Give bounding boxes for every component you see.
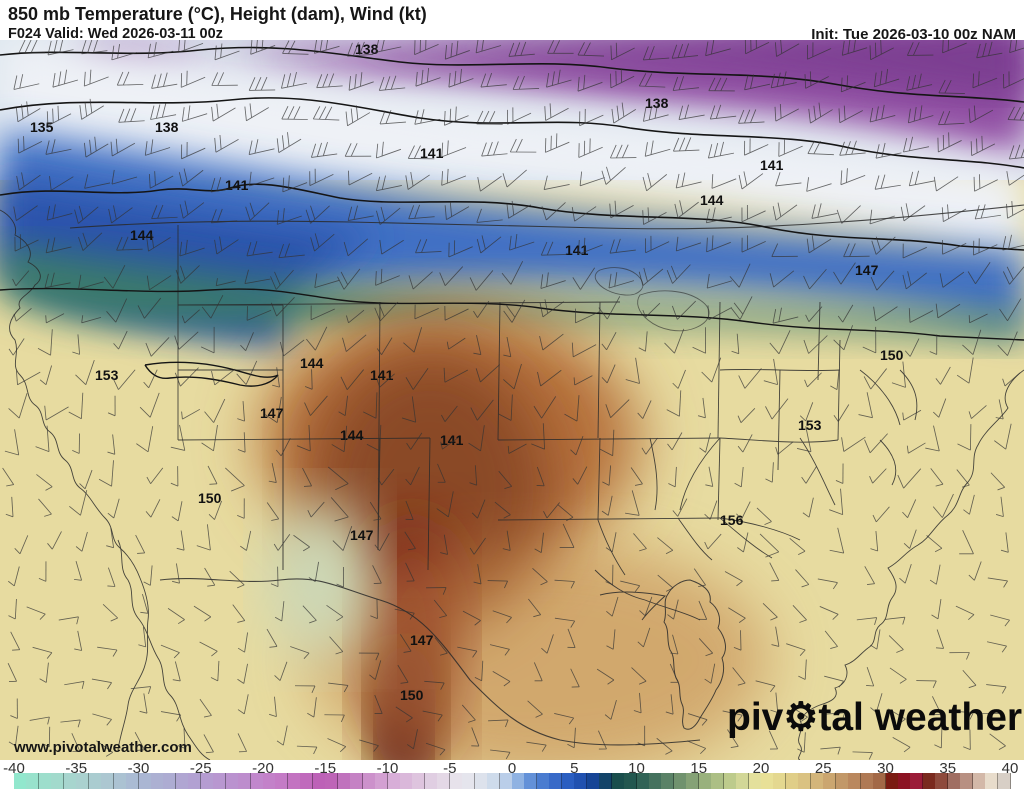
svg-text:153: 153 (95, 367, 119, 383)
svg-text:141: 141 (370, 367, 394, 383)
svg-text:141: 141 (565, 242, 589, 258)
svg-text:144: 144 (300, 355, 324, 371)
svg-text:135: 135 (30, 119, 54, 135)
svg-text:141: 141 (760, 157, 784, 173)
svg-text:150: 150 (400, 687, 424, 703)
svg-text:138: 138 (155, 119, 179, 135)
svg-text:147: 147 (350, 527, 374, 543)
svg-text:144: 144 (340, 427, 364, 443)
svg-text:150: 150 (198, 490, 222, 506)
svg-text:141: 141 (440, 432, 464, 448)
svg-text:153: 153 (798, 417, 822, 433)
svg-text:147: 147 (855, 262, 879, 278)
svg-text:150: 150 (880, 347, 904, 363)
svg-text:141: 141 (225, 177, 249, 193)
svg-text:144: 144 (700, 192, 724, 208)
svg-text:144: 144 (130, 227, 154, 243)
svg-text:147: 147 (410, 632, 434, 648)
svg-text:156: 156 (720, 512, 744, 528)
